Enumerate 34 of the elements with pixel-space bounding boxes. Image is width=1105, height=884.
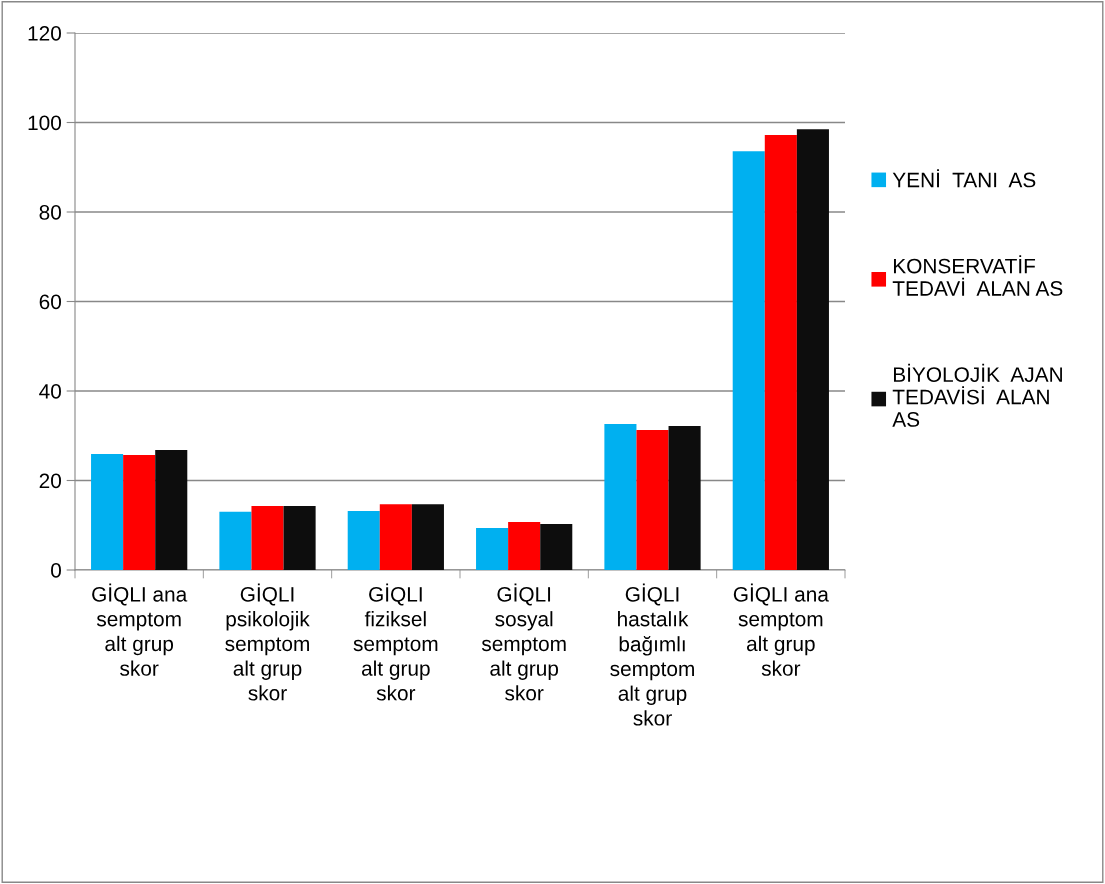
bar xyxy=(636,429,669,570)
x-tick-label: GİQLI sosyal semptom alt grup skor xyxy=(481,583,566,701)
x-tick-label: GİQLI ana semptom alt grup skor xyxy=(733,583,829,676)
bar xyxy=(668,425,701,570)
y-tick-label: 80 xyxy=(39,205,61,220)
x-tick-label: GİQLI psikolojik semptom alt grup skor xyxy=(225,583,310,701)
bar xyxy=(796,129,829,570)
bar xyxy=(540,523,573,570)
bar xyxy=(347,510,380,570)
y-tick-label: 0 xyxy=(51,563,61,578)
y-tick-label: 60 xyxy=(39,294,61,310)
y-tick-label: 100 xyxy=(28,115,61,131)
bar xyxy=(155,450,188,570)
x-tick-label: GİQLI fiziksel semptom alt grup skor xyxy=(353,583,438,701)
bar xyxy=(123,454,156,570)
x-tick-label: GİQLI hastalık bağımlı semptom alt grup skor xyxy=(610,583,694,726)
bar xyxy=(732,151,765,570)
bar xyxy=(91,454,124,570)
bar xyxy=(508,522,541,570)
x-tick-label: GİQLI ana semptom alt grup skor xyxy=(92,583,188,676)
bar xyxy=(604,424,637,570)
y-tick-label: 40 xyxy=(39,384,61,399)
legend-label: YENİ TANI AS xyxy=(892,169,1036,188)
legend-label: BİYOLOJİK AJAN TEDAVİSİ ALAN AS xyxy=(892,363,1062,427)
bar xyxy=(283,506,316,570)
bar xyxy=(411,504,444,570)
y-tick-label: 120 xyxy=(28,26,61,41)
bar xyxy=(251,506,284,570)
bar xyxy=(764,135,797,570)
y-tick-label: 20 xyxy=(39,473,61,489)
bar xyxy=(379,504,412,570)
legend-label: KONSERVATİF TEDAVİ ALAN AS xyxy=(892,255,1063,296)
bar xyxy=(219,511,252,570)
bar xyxy=(476,527,509,570)
